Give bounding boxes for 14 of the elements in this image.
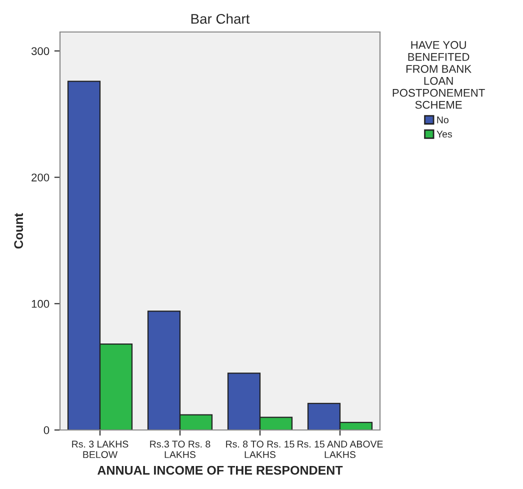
legend-label: Yes (436, 130, 452, 138)
x-axis-title: ANNUAL INCOME OF THE RESPONDENT (98, 466, 343, 475)
y-tick-label: 300 (31, 47, 50, 56)
y-tick-label: 200 (32, 174, 50, 182)
x-tick-label: Rs. 8 TO Rs. 15 LAKHS (226, 440, 294, 458)
y-tick-label: 100 (32, 300, 50, 308)
y-tick-label: 0 (44, 426, 50, 434)
legend-title: HAVE YOU BENEFITED FROM BANK LOAN POSTPONEMENT SCHEME (392, 41, 485, 109)
x-tick-label: Rs. 3 LAKHS BELOW (72, 440, 128, 458)
y-axis-title: Count (14, 213, 24, 249)
x-tick-label: Rs.3 TO Rs. 8 LAKHS (150, 440, 210, 458)
x-tick-label: Rs. 15 AND ABOVE LAKHS (298, 440, 383, 458)
legend-label: No (437, 116, 448, 124)
chart-title: Bar Chart (191, 14, 250, 24)
